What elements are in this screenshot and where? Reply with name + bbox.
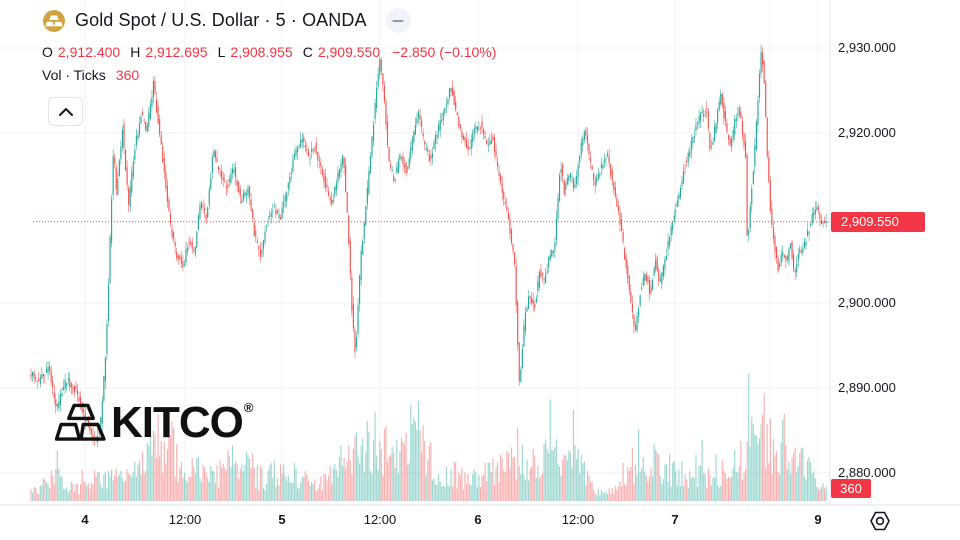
- volume-study-label[interactable]: Vol · Ticks: [42, 67, 106, 83]
- open-label: O: [42, 44, 53, 60]
- registered-mark: ®: [243, 400, 254, 415]
- gold-symbol-icon: [43, 9, 65, 32]
- symbol-title[interactable]: Gold Spot / U.S. Dollar · 5 · OANDA: [75, 10, 367, 30]
- price-tick-label: 2,890.000: [838, 380, 896, 395]
- close-label: C: [302, 44, 313, 60]
- hide-legend-button[interactable]: [385, 8, 411, 33]
- volume-readout: Vol · Ticks 360: [42, 67, 139, 83]
- low-value: 2,908.955: [230, 44, 293, 60]
- kitco-goldbars-icon: [55, 403, 106, 441]
- high-value: 2,912.695: [145, 44, 208, 60]
- volume-bars-up: [31, 374, 827, 501]
- kitco-watermark: KITCO ®: [55, 398, 253, 448]
- candle-bodies-up: [31, 51, 827, 443]
- ohlc-readout: O 2,912.400 H 2,912.695 L 2,908.955 C 2,909.…: [42, 44, 496, 60]
- time-tick-label: 5: [278, 512, 286, 527]
- time-tick-label: 12:00: [168, 512, 202, 527]
- high-label: H: [130, 44, 141, 60]
- close-value: 2,909.550: [317, 44, 381, 60]
- time-tick-label: 4: [81, 512, 89, 527]
- price-tick-label: 2,880.000: [838, 465, 896, 480]
- volume-bars-down: [30, 392, 826, 501]
- symbol-header: Gold Spot / U.S. Dollar · 5 · OANDA: [42, 8, 411, 33]
- price-tick-label: 2,930.000: [838, 40, 896, 55]
- chevron-up-icon: [58, 107, 73, 116]
- minus-icon: [392, 19, 404, 22]
- price-tick-label: 2,920.000: [838, 125, 896, 140]
- price-tick-label: 2,900.000: [838, 295, 896, 310]
- time-tick-label: 12:00: [561, 512, 595, 527]
- low-label: L: [217, 44, 226, 60]
- current-price-label: 2,909.550: [831, 212, 925, 232]
- time-tick-label: 12:00: [363, 512, 397, 527]
- time-tick-label: 6: [474, 512, 482, 527]
- watermark-brand-text: KITCO: [111, 398, 244, 447]
- collapse-legend-button[interactable]: [48, 97, 83, 126]
- change-value: −2.850 (−0.10%): [392, 44, 497, 60]
- axis-settings-gear-icon[interactable]: [866, 508, 894, 534]
- time-tick-label: 7: [671, 512, 679, 527]
- volume-study-value: 360: [115, 67, 140, 83]
- open-value: 2,912.400: [57, 44, 121, 60]
- volume-axis-badge: 360: [831, 479, 871, 498]
- time-tick-label: 9: [814, 512, 822, 527]
